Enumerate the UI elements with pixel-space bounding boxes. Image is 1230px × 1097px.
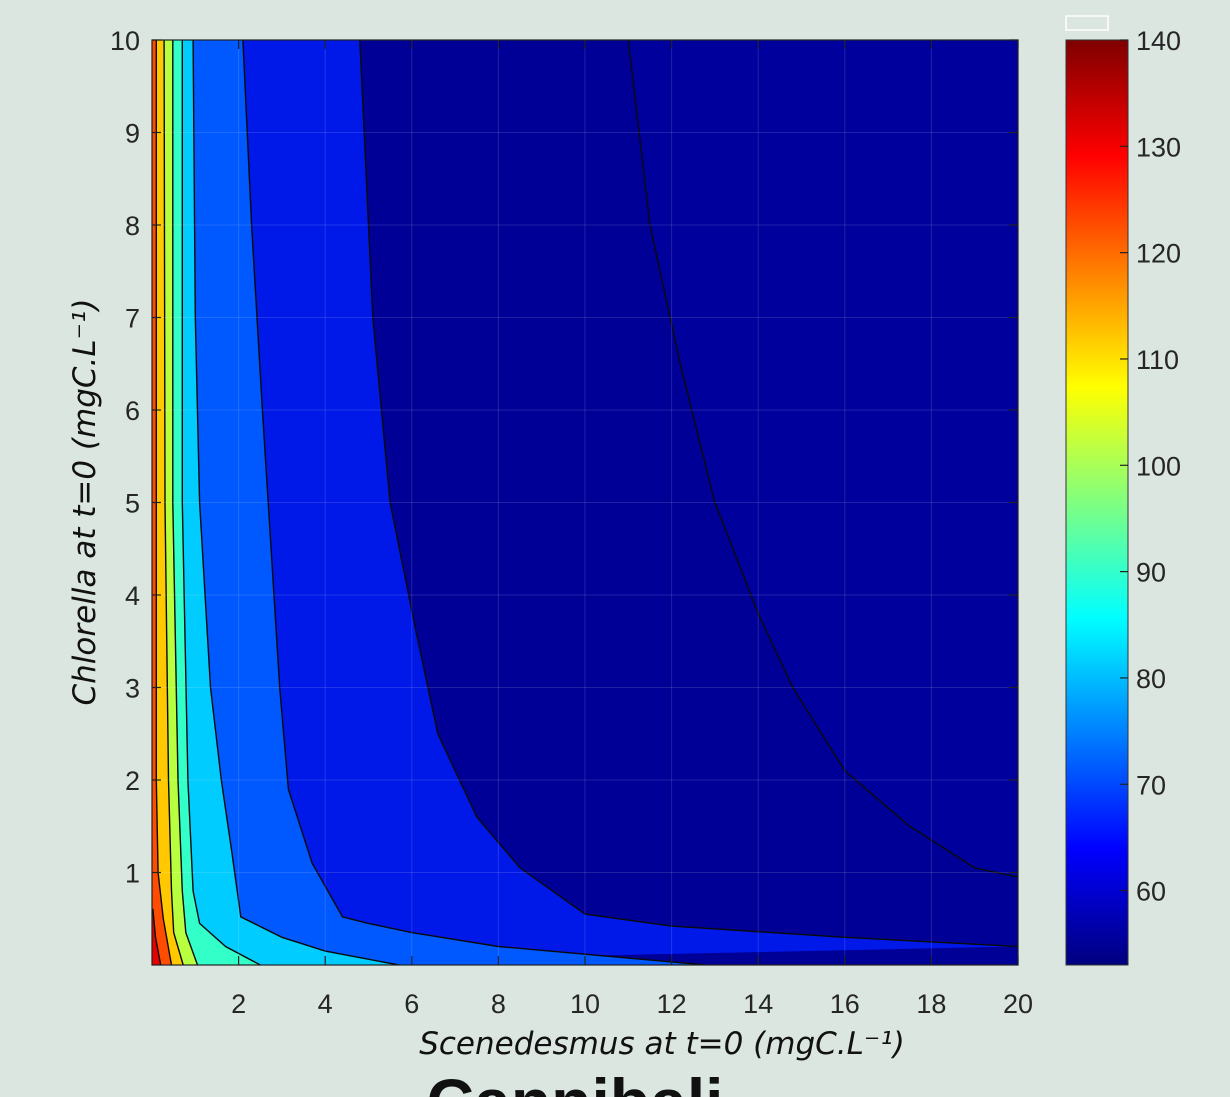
colorbar-tick-label: 80 [1136, 664, 1166, 694]
contour-line [242, 40, 707, 965]
contour-region [152, 40, 184, 965]
contour-region [152, 40, 399, 965]
contour-line [181, 40, 261, 965]
y-axis: 1 2 3 4 5 6 7 8 9 10 [110, 26, 1018, 889]
contour-region [152, 40, 1018, 965]
x-tick-label: 8 [491, 989, 506, 1019]
colorbar-gradient [1065, 39, 1129, 966]
x-tick-label: 18 [916, 989, 946, 1019]
x-tick-label: 12 [657, 989, 687, 1019]
contour-line [192, 40, 399, 965]
x-tick-label: 20 [1003, 989, 1033, 1019]
colorbar-tick-label: 70 [1136, 770, 1166, 800]
y-tick-label: 4 [125, 581, 140, 611]
x-tick-label: 10 [570, 989, 600, 1019]
y-axis-label: Chlorella at t=0 (mgC.L⁻¹) [67, 298, 103, 705]
y-tick-label: 9 [125, 119, 140, 149]
contour-line [627, 40, 1018, 878]
x-tick-label: 4 [318, 989, 333, 1019]
colorbar-tick-label: 100 [1136, 451, 1181, 481]
contour-fills [152, 40, 1018, 965]
y-tick-label: 7 [125, 304, 140, 334]
colorbar: 60 70 80 90 100 110 120 130 140 [1065, 15, 1181, 966]
colorbar-tick-label: 120 [1136, 239, 1181, 269]
colorbar-tick-label: 90 [1136, 558, 1166, 588]
grid [152, 40, 1018, 965]
x-tick-label: 14 [743, 989, 773, 1019]
bottom-caption: Cannibali [426, 1065, 723, 1097]
contour-region [152, 40, 261, 965]
colorbar-outlier-swatch [1065, 15, 1109, 31]
x-tick-label: 16 [830, 989, 860, 1019]
x-tick-label: 6 [404, 989, 419, 1019]
plot-area [151, 39, 1019, 966]
y-tick-label: 3 [125, 674, 140, 704]
y-tick-label: 2 [125, 766, 140, 796]
colorbar-tick-label: 110 [1136, 345, 1179, 375]
x-axis-label: Scenedesmus at t=0 (mgC.L⁻¹) [419, 1026, 905, 1062]
contour-line [172, 40, 199, 965]
y-tick-label: 6 [125, 396, 140, 426]
colorbar-tick-label: 140 [1136, 26, 1181, 56]
contour-line [359, 40, 1018, 948]
colorbar-tick-label: 60 [1136, 877, 1166, 907]
colorbar-tick-label: 130 [1136, 132, 1181, 162]
contour-line [163, 40, 184, 965]
y-tick-label: 8 [125, 211, 140, 241]
y-tick-label: 10 [110, 26, 140, 56]
x-tick-label: 2 [231, 989, 246, 1019]
y-tick-label: 5 [125, 489, 140, 519]
x-axis: 2 4 6 8 10 12 14 16 18 20 [231, 40, 1033, 1019]
contour-region-top [628, 40, 1018, 878]
contour-line [155, 40, 173, 965]
y-tick-label: 1 [125, 859, 140, 889]
